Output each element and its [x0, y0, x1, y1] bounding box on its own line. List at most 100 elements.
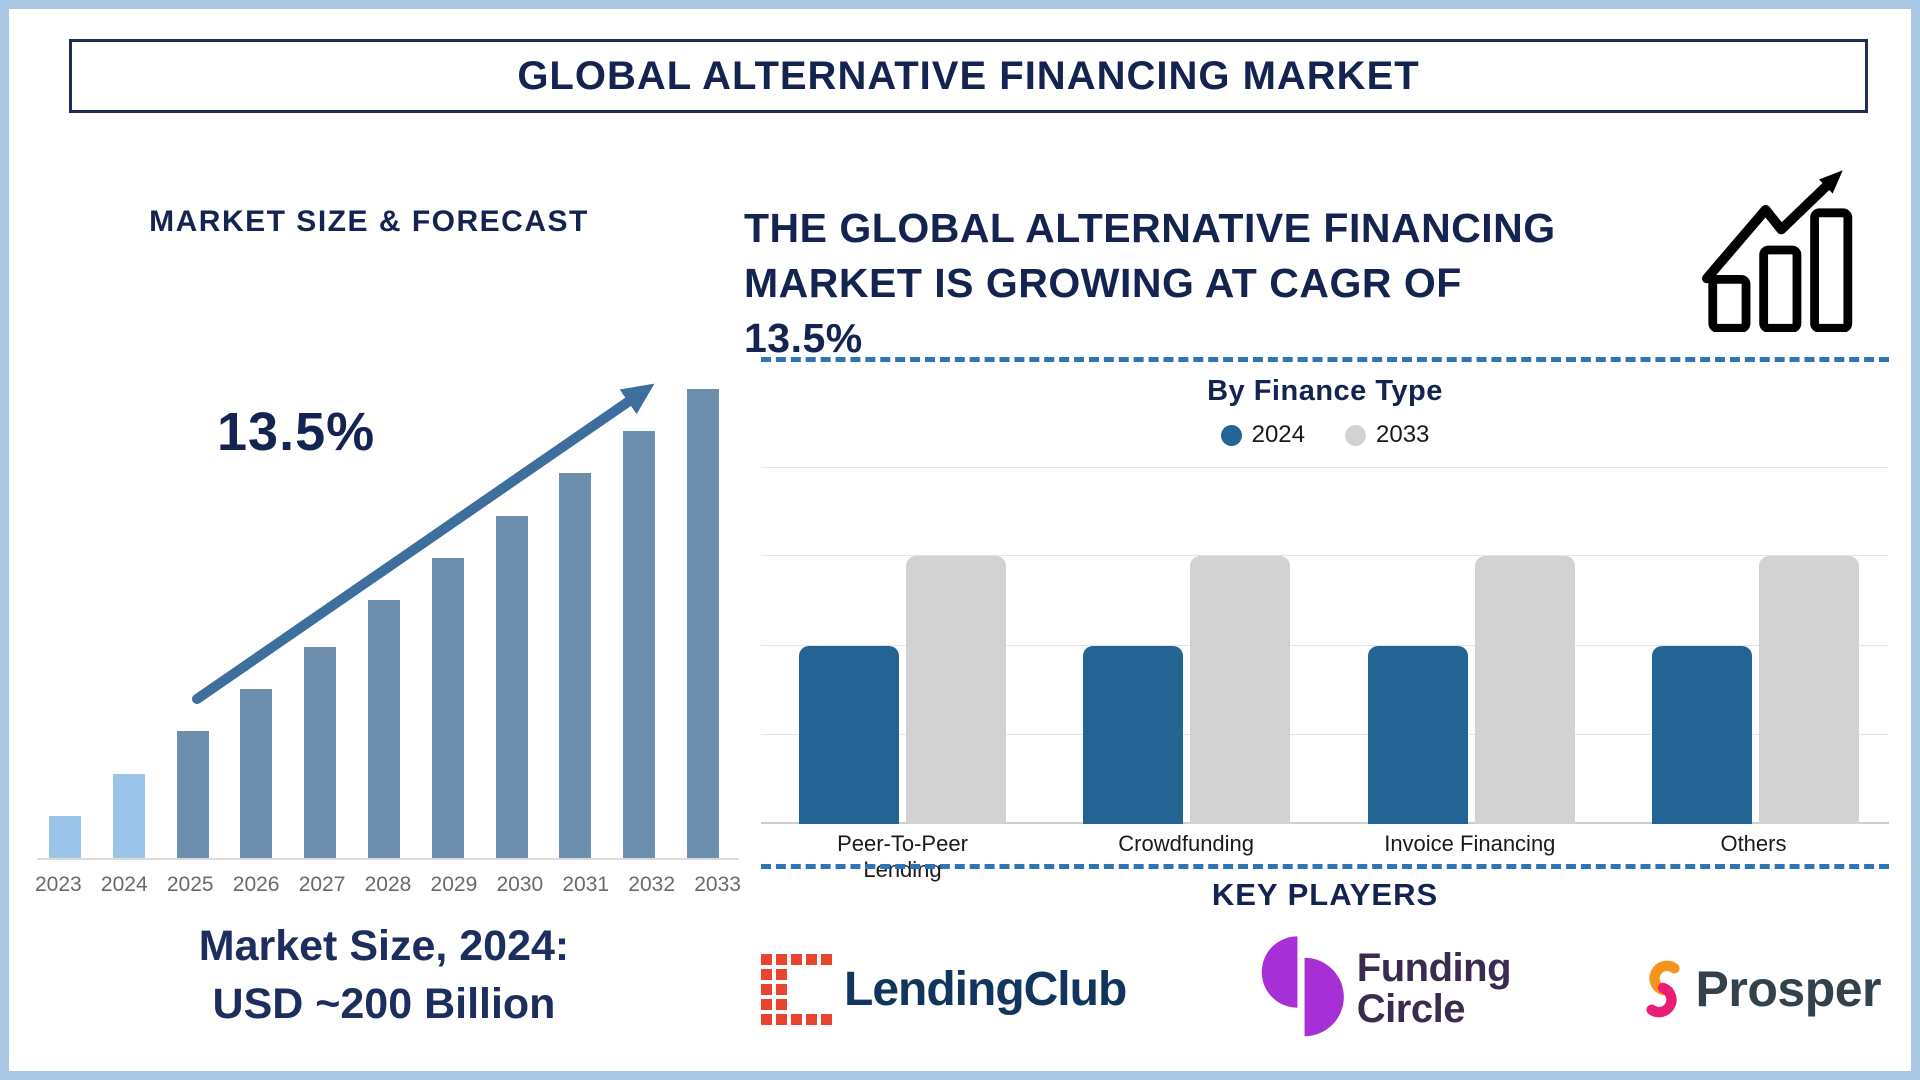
lendingclub-grid-cell [821, 999, 832, 1010]
finance-bar-2024-others [1651, 645, 1752, 824]
funding-circle-text-line2: Circle [1356, 987, 1466, 1031]
finance-bar-2033-others [1758, 556, 1859, 824]
legend-item-2024: 2024 [1220, 421, 1305, 449]
lendingclub-grid-cell [791, 1013, 802, 1025]
year-label-2025: 2025 [166, 873, 214, 896]
funding-circle-logo: Funding Circle [1257, 931, 1512, 1047]
year-label-2026: 2026 [232, 873, 280, 896]
finance-group-peer-to-peer-lending [799, 467, 1006, 824]
lendingclub-grid-cell [761, 1013, 772, 1025]
gridline [761, 733, 1889, 735]
market-bar-2032 [623, 431, 656, 858]
year-label-2032: 2032 [628, 873, 676, 896]
year-label-2023: 2023 [35, 873, 82, 896]
key-players-heading: KEY PLAYERS [1211, 877, 1439, 912]
lendingclub-grid-cell [806, 999, 817, 1010]
lendingclub-grid-cell [761, 983, 772, 995]
lendingclub-grid-cell [806, 969, 817, 980]
finance-category-label-peer-to-peer-lending: Peer-To-Peer Lending [837, 831, 968, 882]
year-label-2024: 2024 [100, 873, 148, 896]
growth-trend-bars-arrow-icon [1701, 170, 1853, 332]
market-bar-2028 [367, 600, 400, 858]
year-label-2029: 2029 [430, 873, 478, 896]
lendingclub-grid-cell [821, 969, 832, 980]
finance-group-crowdfunding [1083, 467, 1291, 824]
prosper-swoosh-icon [1645, 960, 1680, 1018]
funding-circle-text-line1: Funding [1356, 946, 1512, 990]
finance-bar-2033-peer-to-peer-lending [906, 556, 1006, 824]
cagr-headline-line1: THE GLOBAL ALTERNATIVE FINANCING [744, 205, 1556, 251]
dashed-divider-bottom [761, 864, 1889, 869]
lendingclub-dot-grid-icon [761, 953, 832, 1025]
market-size-x-axis: 2023 2024 2025 2026 2027 2028 2029 2030 2031 2032… [35, 873, 741, 897]
lendingclub-grid-cell [761, 998, 772, 1010]
lendingclub-grid-cell [776, 953, 787, 965]
finance-bars [799, 467, 1859, 824]
cagr-annotation: 13.5% [217, 402, 376, 462]
cagr-headline: THE GLOBAL ALTERNATIVE FINANCING MARKET … [744, 201, 1574, 366]
market-size-bars [47, 389, 721, 858]
market-bar-2033 [686, 389, 719, 858]
lendingclub-logo: LendingClub [761, 953, 1127, 1025]
lendingclub-grid-cell [761, 968, 772, 980]
year-label-2030: 2030 [496, 873, 544, 896]
page-title: GLOBAL ALTERNATIVE FINANCING MARKET [517, 53, 1420, 98]
finance-bar-2033-invoice-financing [1474, 556, 1575, 824]
finance-x-axis: Peer-To-Peer Lending Crowdfunding Invoice … [799, 831, 1857, 883]
year-label-2033: 2033 [694, 873, 741, 896]
lendingclub-grid-cell [776, 1013, 787, 1025]
market-bar-2030 [495, 515, 528, 858]
market-size-heading: MARKET SIZE & FORECAST [149, 205, 589, 238]
key-players-logos: LendingClub Funding Circle Prosper [761, 931, 1882, 1047]
gridline [761, 555, 1889, 557]
lendingclub-grid-cell [806, 984, 817, 995]
lendingclub-grid-cell [761, 953, 772, 965]
prosper-logo: Prosper [1642, 960, 1882, 1018]
market-size-caption: Market Size, 2024: USD ~200 Billion [39, 917, 729, 1033]
lendingclub-grid-cell [776, 998, 787, 1010]
lendingclub-grid-cell [791, 969, 802, 980]
market-bar-2029 [431, 557, 464, 858]
finance-bar-2024-peer-to-peer-lending [799, 645, 899, 824]
dashed-divider-top [761, 357, 1889, 362]
market-bar-2031 [559, 473, 592, 858]
lendingclub-grid-cell [791, 953, 802, 965]
finance-category-label-crowdfunding: Crowdfunding [1118, 831, 1255, 856]
market-bar-2025 [176, 731, 209, 858]
lendingclub-grid-cell [821, 953, 832, 965]
finance-category-label-invoice-financing: Invoice Financing [1384, 831, 1556, 856]
year-label-2031: 2031 [562, 873, 610, 896]
legend-label-2033: 2033 [1376, 421, 1430, 448]
finance-group-invoice-financing [1367, 467, 1575, 824]
market-size-caption-line1: Market Size, 2024: [198, 922, 570, 970]
finance-chart-title: By Finance Type [1207, 375, 1443, 407]
lendingclub-grid-cell [821, 1013, 832, 1025]
market-size-axis-line [37, 858, 739, 860]
market-bar-2023 [49, 815, 81, 858]
lendingclub-grid-cell [806, 953, 817, 965]
lendingclub-grid-cell [791, 984, 802, 995]
finance-bar-2024-crowdfunding [1083, 645, 1184, 824]
finance-chart-legend: 2024 2033 [761, 421, 1889, 449]
lendingclub-grid-cell [776, 968, 787, 980]
finance-bar-2024-invoice-financing [1367, 645, 1468, 824]
market-bar-2027 [304, 646, 337, 858]
gridline [761, 467, 1889, 468]
finance-group-others [1651, 467, 1859, 824]
lendingclub-grid-cell [791, 999, 802, 1010]
market-bar-2024 [112, 773, 145, 858]
lendingclub-grid-cell [776, 983, 787, 995]
finance-bar-2033-crowdfunding [1190, 556, 1291, 824]
legend-dot-2033 [1345, 424, 1366, 446]
funding-circle-split-disc-icon [1261, 936, 1344, 1037]
title-box: GLOBAL ALTERNATIVE FINANCING MARKET [69, 39, 1868, 113]
gridline [761, 644, 1889, 646]
market-bar-2026 [240, 689, 273, 858]
finance-chart-plot [761, 467, 1889, 824]
legend-item-2033: 2033 [1345, 421, 1429, 449]
cagr-headline-line2: MARKET IS GROWING AT CAGR OF 13.5% [744, 260, 1462, 361]
finance-chart-baseline [761, 822, 1889, 824]
year-label-2027: 2027 [298, 873, 346, 896]
market-size-caption-line2: USD ~200 Billion [212, 980, 556, 1028]
